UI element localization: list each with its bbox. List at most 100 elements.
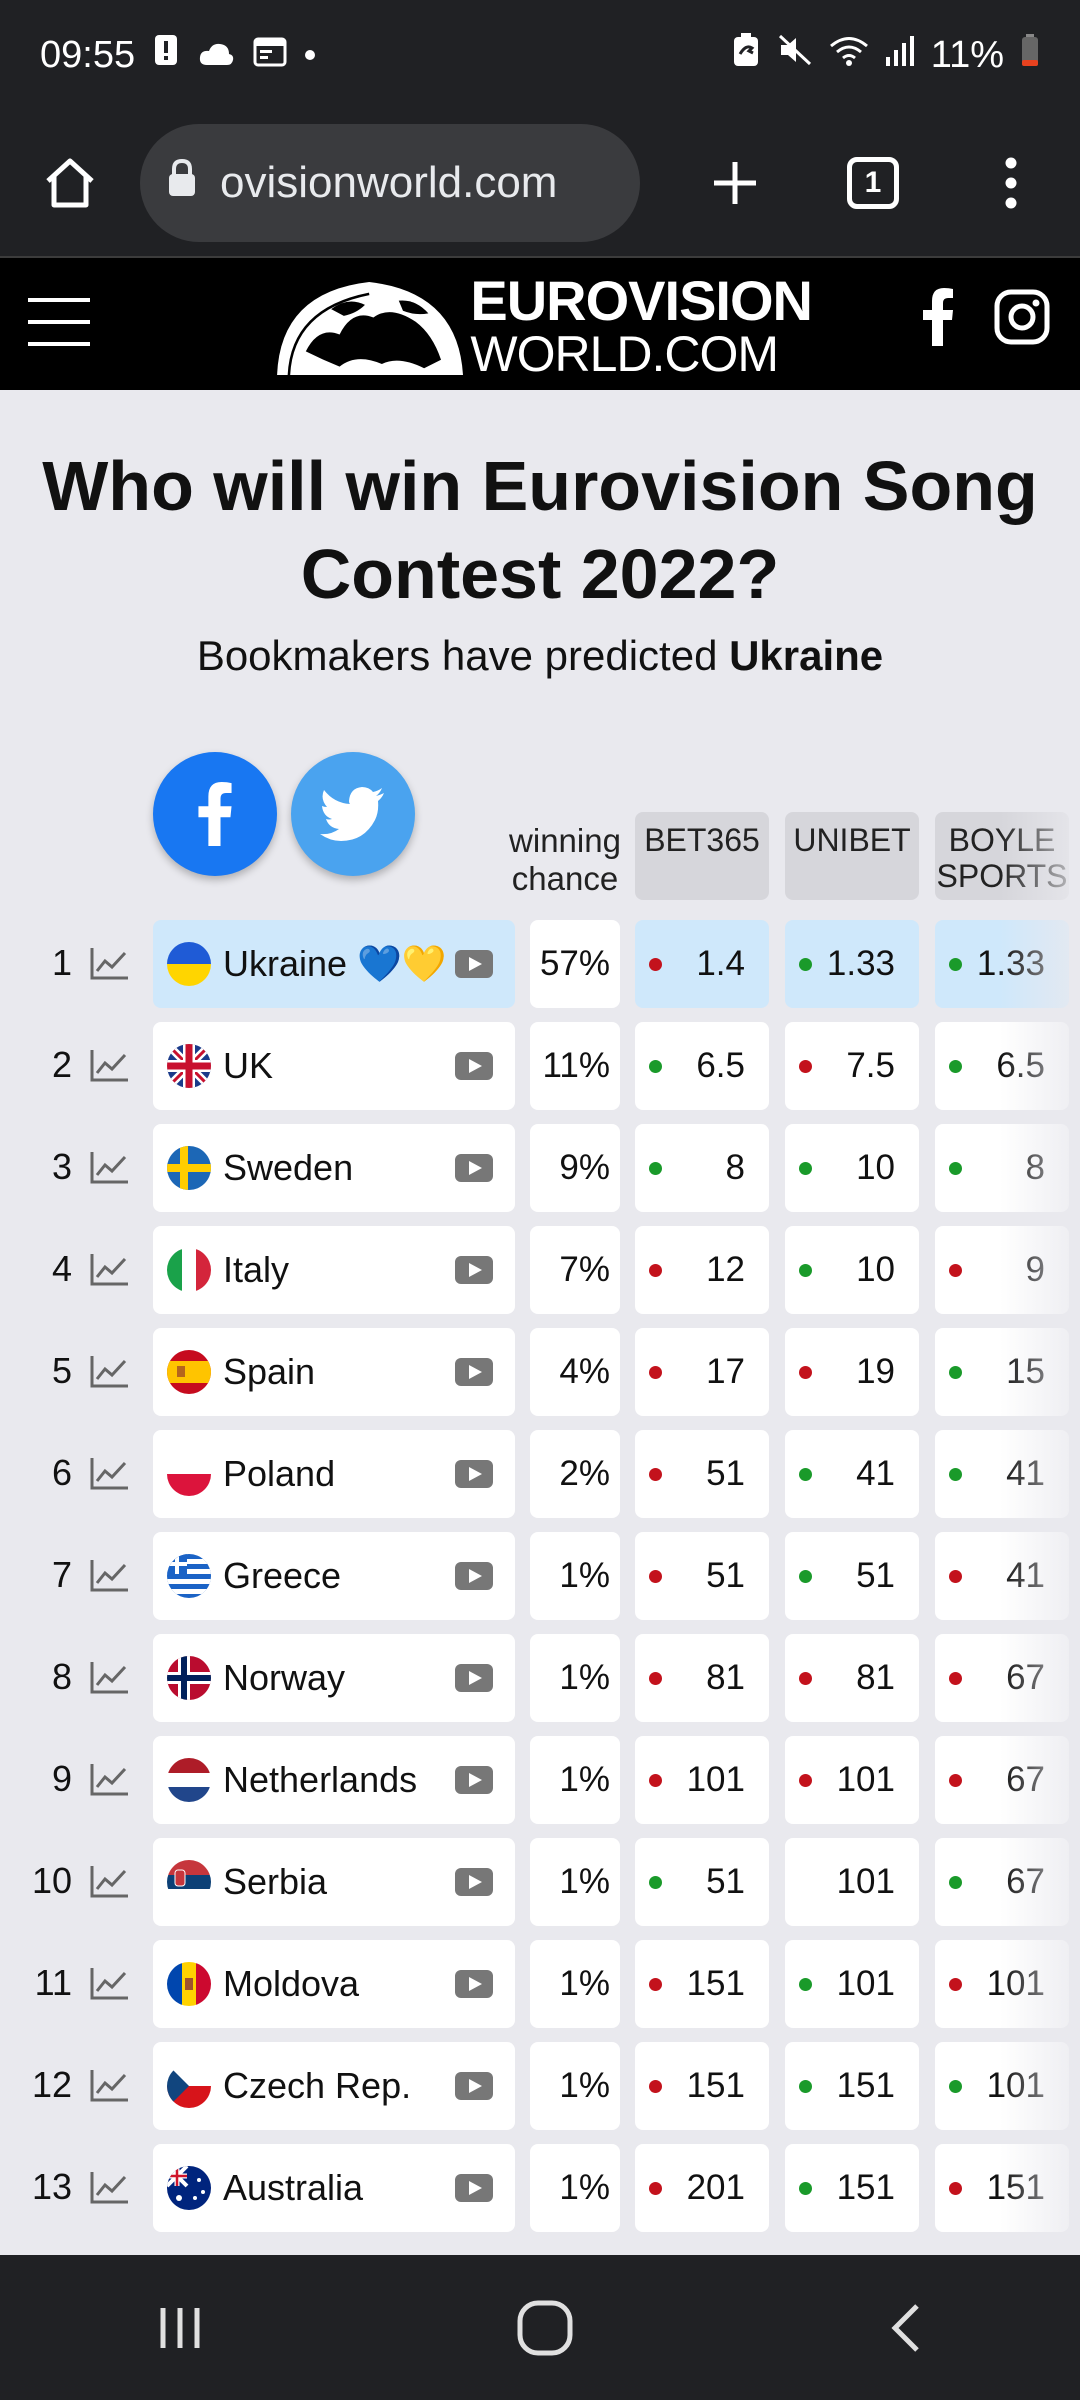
odds-cell[interactable]: 101	[635, 1736, 769, 1824]
country-cell[interactable]: Ukraine 💙💛	[153, 920, 515, 1008]
country-cell[interactable]: Sweden	[153, 1124, 515, 1212]
recent-apps-icon[interactable]	[155, 2303, 205, 2353]
country-cell[interactable]: Netherlands	[153, 1736, 515, 1824]
odds-cell[interactable]: 7.5	[785, 1022, 919, 1110]
odds-cell[interactable]: 12	[635, 1226, 769, 1314]
odds-cell[interactable]: 151	[635, 2042, 769, 2130]
home-nav-icon[interactable]	[516, 2299, 574, 2357]
odds-cell[interactable]: 10	[785, 1124, 919, 1212]
odds-cell[interactable]: 151	[785, 2042, 919, 2130]
odds-cell[interactable]: 1.33	[935, 920, 1069, 1008]
odds-cell[interactable]: 151	[785, 2144, 919, 2232]
video-play-icon[interactable]	[455, 1256, 493, 1284]
odds-cell[interactable]: 67	[935, 1736, 1069, 1824]
trend-chart-icon[interactable]	[90, 2068, 130, 2107]
odds-cell[interactable]: 41	[935, 1430, 1069, 1518]
odds-cell[interactable]: 17	[635, 1328, 769, 1416]
odds-cell[interactable]: 1.33	[785, 920, 919, 1008]
bookmaker-header-1[interactable]: UNIBET	[785, 812, 919, 900]
trend-chart-icon[interactable]	[90, 1456, 130, 1495]
bookmaker-header-0[interactable]: BET365	[635, 812, 769, 900]
browser-menu-button[interactable]	[942, 157, 1080, 209]
video-play-icon[interactable]	[455, 1562, 493, 1590]
odds-cell[interactable]: 101	[935, 1940, 1069, 2028]
trend-chart-icon[interactable]	[90, 1864, 130, 1903]
trend-chart-icon[interactable]	[90, 1150, 130, 1189]
odds-cell[interactable]: 8	[935, 1124, 1069, 1212]
odds-value: 41	[856, 1454, 895, 1493]
trend-chart-icon[interactable]	[90, 1354, 130, 1393]
odds-value: 101	[836, 1964, 895, 2003]
video-play-icon[interactable]	[455, 1358, 493, 1386]
home-button[interactable]	[0, 155, 140, 211]
trend-chart-icon[interactable]	[90, 2170, 130, 2209]
odds-cell[interactable]: 81	[635, 1634, 769, 1722]
odds-cell[interactable]: 8	[635, 1124, 769, 1212]
video-play-icon[interactable]	[455, 2072, 493, 2100]
odds-cell[interactable]: 41	[785, 1430, 919, 1518]
odds-cell[interactable]: 67	[935, 1634, 1069, 1722]
trend-chart-icon[interactable]	[90, 1252, 130, 1291]
instagram-icon[interactable]	[994, 289, 1050, 345]
odds-cell[interactable]: 51	[635, 1532, 769, 1620]
country-cell[interactable]: Czech Rep.	[153, 2042, 515, 2130]
facebook-share-button[interactable]	[153, 752, 277, 876]
video-play-icon[interactable]	[455, 1664, 493, 1692]
trend-chart-icon[interactable]	[90, 1762, 130, 1801]
odds-cell[interactable]: 67	[935, 1838, 1069, 1926]
country-cell[interactable]: Italy	[153, 1226, 515, 1314]
country-cell[interactable]: UK	[153, 1022, 515, 1110]
odds-cell[interactable]: 101	[785, 1940, 919, 2028]
odds-cell[interactable]: 101	[935, 2042, 1069, 2130]
odds-cell[interactable]: 19	[785, 1328, 919, 1416]
country-cell[interactable]: Norway	[153, 1634, 515, 1722]
trend-chart-icon[interactable]	[90, 1660, 130, 1699]
odds-cell[interactable]: 201	[635, 2144, 769, 2232]
trend-chart-icon[interactable]	[90, 1048, 130, 1087]
odds-cell[interactable]: 51	[785, 1532, 919, 1620]
table-row: 3 Sweden 9% 8 10 8	[0, 1124, 1080, 1212]
trend-chart-icon[interactable]	[90, 1558, 130, 1597]
odds-value: 151	[686, 1964, 745, 2003]
site-logo[interactable]: EUROVISION WORLD.COM	[272, 266, 813, 386]
video-play-icon[interactable]	[455, 1868, 493, 1896]
video-play-icon[interactable]	[455, 950, 493, 978]
bookmaker-header-2[interactable]: BOYLE SPORTS	[935, 812, 1069, 900]
video-play-icon[interactable]	[455, 1052, 493, 1080]
odds-cell[interactable]: 41	[935, 1532, 1069, 1620]
country-cell[interactable]: Spain	[153, 1328, 515, 1416]
country-cell[interactable]: Australia	[153, 2144, 515, 2232]
country-cell[interactable]: Moldova	[153, 1940, 515, 2028]
trend-chart-icon[interactable]	[90, 946, 130, 985]
odds-cell[interactable]: 6.5	[935, 1022, 1069, 1110]
country-cell[interactable]: Poland	[153, 1430, 515, 1518]
odds-cell[interactable]: 10	[785, 1226, 919, 1314]
trend-chart-icon[interactable]	[90, 1966, 130, 2005]
odds-cell[interactable]: 1.4	[635, 920, 769, 1008]
back-icon[interactable]	[885, 2302, 925, 2354]
tab-switcher-button[interactable]: 1	[804, 157, 942, 209]
odds-cell[interactable]: 51	[635, 1430, 769, 1518]
odds-cell[interactable]: 101	[785, 1736, 919, 1824]
video-play-icon[interactable]	[455, 1154, 493, 1182]
address-bar[interactable]: ovisionworld.com	[140, 124, 640, 242]
country-cell[interactable]: Serbia	[153, 1838, 515, 1926]
odds-cell[interactable]: 151	[635, 1940, 769, 2028]
facebook-icon[interactable]	[922, 288, 954, 346]
odds-cell[interactable]: 81	[785, 1634, 919, 1722]
video-play-icon[interactable]	[455, 1460, 493, 1488]
odds-cell[interactable]: 15	[935, 1328, 1069, 1416]
country-cell[interactable]: Greece	[153, 1532, 515, 1620]
odds-cell[interactable]: 9	[935, 1226, 1069, 1314]
video-play-icon[interactable]	[455, 2174, 493, 2202]
menu-icon[interactable]	[28, 298, 90, 346]
video-play-icon[interactable]	[455, 1970, 493, 1998]
video-play-icon[interactable]	[455, 1766, 493, 1794]
twitter-share-button[interactable]	[291, 752, 415, 876]
country-name: Sweden	[223, 1147, 354, 1188]
odds-cell[interactable]: 51	[635, 1838, 769, 1926]
odds-cell[interactable]: 101	[785, 1838, 919, 1926]
new-tab-button[interactable]	[666, 158, 804, 208]
odds-cell[interactable]: 6.5	[635, 1022, 769, 1110]
odds-cell[interactable]: 151	[935, 2144, 1069, 2232]
